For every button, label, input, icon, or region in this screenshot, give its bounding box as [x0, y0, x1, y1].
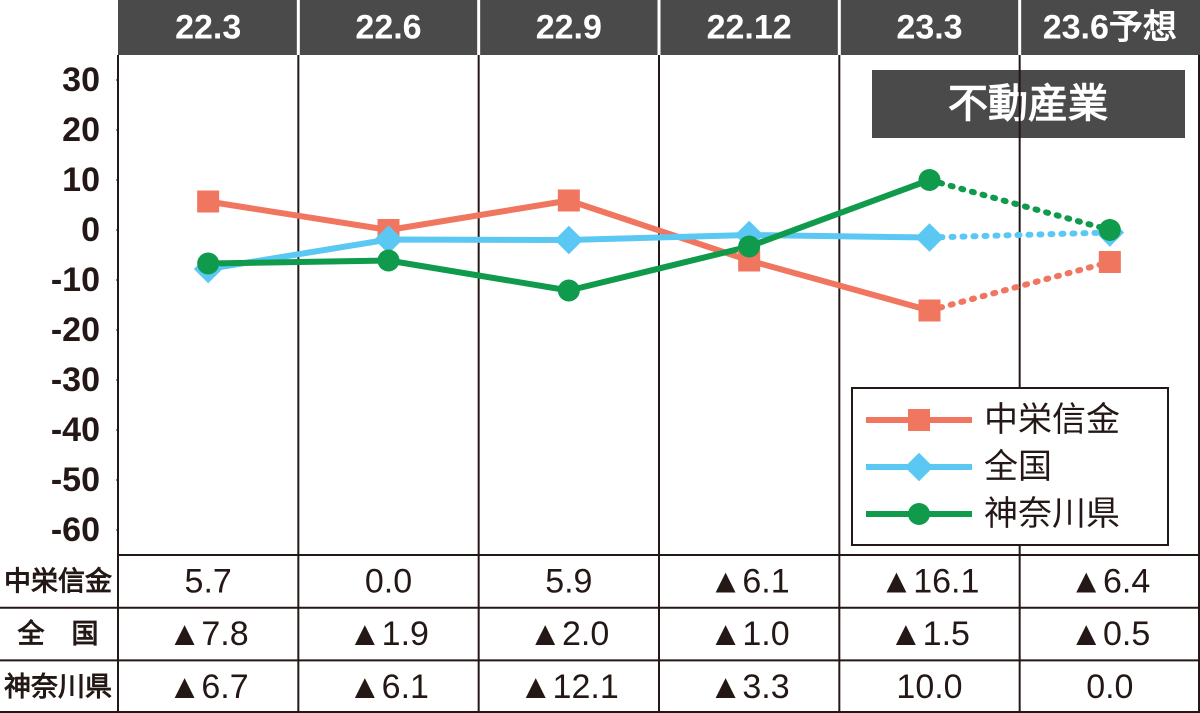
point-marker — [915, 223, 944, 252]
x-tick-label: 22.9 — [536, 9, 602, 47]
point-marker — [557, 189, 580, 212]
point-marker — [904, 452, 934, 482]
point-marker — [557, 279, 580, 302]
x-tick-label: 22.3 — [175, 9, 241, 47]
row-label: 神奈川県 — [4, 672, 112, 702]
point-marker — [377, 249, 400, 272]
point-marker — [918, 299, 941, 322]
legend-label: 中栄信金 — [984, 401, 1120, 439]
table-value: ▲7.8 — [168, 615, 249, 653]
forecast-line — [926, 259, 1113, 314]
x-tick-label: 23.3 — [896, 9, 962, 47]
table-value: ▲12.1 — [519, 668, 619, 706]
table-value: 10.0 — [896, 668, 962, 706]
row-label: 全 国 — [17, 618, 99, 649]
table-value: ▲6.7 — [168, 668, 249, 706]
title-box — [872, 70, 1185, 138]
point-marker — [908, 409, 930, 431]
table-value: ▲1.5 — [889, 615, 970, 653]
y-tick-label: 20 — [62, 111, 100, 149]
table-value: 0.0 — [365, 562, 412, 600]
y-tick-label: -50 — [51, 461, 100, 499]
point-marker — [1098, 219, 1121, 241]
point-marker — [908, 503, 930, 525]
point-marker — [554, 225, 584, 255]
y-tick-label: -40 — [51, 411, 100, 449]
y-tick-label: 30 — [62, 61, 100, 99]
x-tick-label: 22.12 — [707, 9, 792, 47]
table-value: ▲6.4 — [1069, 562, 1150, 600]
table-value: 5.9 — [545, 562, 592, 600]
x-tick-label: 22.6 — [355, 9, 421, 47]
table-value: ▲0.5 — [1069, 615, 1150, 653]
y-tick-label: 10 — [62, 161, 100, 199]
y-tick-label: 0 — [81, 211, 100, 249]
table-value: ▲3.3 — [709, 668, 790, 706]
table-value: 0.0 — [1086, 668, 1133, 706]
forecast-line — [926, 177, 1113, 233]
y-tick-label: -20 — [51, 311, 100, 349]
y-tick-label: -60 — [51, 511, 100, 549]
table-value: ▲6.1 — [348, 668, 429, 706]
table-value: 5.7 — [185, 562, 232, 600]
table-value: ▲2.0 — [528, 615, 609, 653]
point-marker — [374, 225, 403, 254]
point-marker — [918, 169, 941, 191]
y-tick-label: -30 — [51, 361, 100, 399]
point-marker — [197, 252, 220, 275]
y-tick-label: -10 — [51, 261, 100, 299]
point-marker — [1098, 251, 1121, 273]
chart-title: 不動産業 — [948, 82, 1108, 126]
point-marker — [738, 235, 761, 258]
x-tick-label: 23.6予想 — [1043, 9, 1177, 47]
legend-label: 神奈川県 — [984, 495, 1120, 533]
point-marker — [197, 190, 220, 213]
row-label: 中栄信金 — [4, 565, 113, 596]
table-value: ▲6.1 — [709, 562, 790, 600]
table-value: ▲16.1 — [880, 562, 980, 600]
table-value: ▲1.9 — [348, 615, 429, 653]
legend-label: 全国 — [984, 448, 1052, 486]
forecast-line — [926, 229, 1113, 241]
table-value: ▲1.0 — [709, 615, 790, 653]
